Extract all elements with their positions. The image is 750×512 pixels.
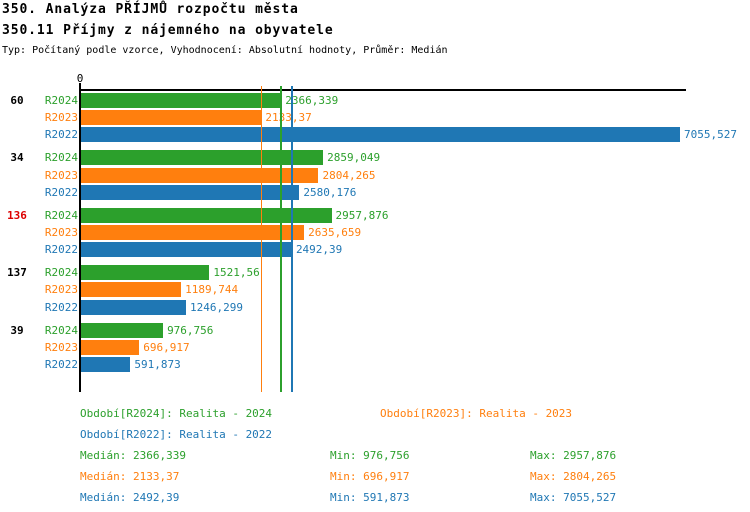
- series-label: R2024: [44, 266, 78, 280]
- group-label: 60: [10, 94, 24, 107]
- series-label: R2024: [44, 323, 78, 337]
- series-label: R2022: [44, 185, 78, 199]
- bar-value-label: 976,756: [167, 323, 214, 337]
- series-label: R2024: [44, 208, 78, 222]
- bar: [81, 150, 324, 166]
- series-label: R2022: [44, 358, 78, 371]
- bar: [81, 127, 680, 143]
- bar: [81, 207, 332, 223]
- stat-max-r2022: Max: 7055,527: [530, 491, 617, 504]
- group-label: 34: [10, 151, 24, 165]
- bar: [81, 184, 300, 200]
- series-label: R2023: [44, 283, 78, 297]
- bar-value-label: 2859,049: [327, 151, 381, 165]
- x-axis-line: [79, 89, 686, 91]
- median-line-r2022: [291, 86, 293, 392]
- bar-value-label: 1189,744: [185, 283, 239, 297]
- stat-median-r2022: Medián: 2492,39: [80, 491, 180, 504]
- bar-value-label: 591,873: [134, 358, 181, 371]
- legend-item-r2023: Období[R2023]: Realita - 2023: [380, 407, 573, 420]
- bar-value-label: 1246,299: [189, 300, 243, 314]
- bar: [81, 167, 319, 183]
- median-line-r2023: [260, 86, 263, 392]
- series-label: R2023: [44, 111, 78, 125]
- series-label: R2022: [44, 128, 78, 142]
- series-label: R2024: [44, 151, 78, 165]
- legend-item-r2024: Období[R2024]: Realita - 2024: [80, 407, 273, 420]
- bar: [81, 299, 186, 315]
- bar: [81, 93, 282, 108]
- bar-value-label: 2366,339: [285, 94, 339, 107]
- legend-item-r2022: Období[R2022]: Realita - 2022: [80, 428, 273, 441]
- series-label: R2023: [44, 168, 78, 182]
- bar: [81, 110, 262, 126]
- group-label: 137: [7, 266, 27, 280]
- bar-value-label: 2804,265: [322, 168, 376, 182]
- bar-value-label: 2635,659: [308, 226, 362, 239]
- bar-value-label: 1521,56: [213, 266, 260, 280]
- series-label: R2023: [44, 226, 78, 239]
- stat-median-r2024: Medián: 2366,339: [80, 449, 186, 462]
- series-label: R2024: [44, 94, 78, 107]
- bar-value-label: 7055,527: [684, 128, 737, 142]
- bar: [81, 242, 292, 258]
- page-subtitle: 350.11 Příjmy z nájemného na obyvatele: [2, 23, 334, 38]
- axis-zero-label: 0: [76, 72, 84, 85]
- bar-value-label: 696,917: [143, 340, 190, 354]
- page-title: 350. Analýza PŘÍJMŮ rozpočtu města: [2, 2, 299, 17]
- bar-value-label: 2133,37: [265, 111, 312, 125]
- median-line-r2024: [280, 86, 282, 392]
- bar-value-label: 2957,876: [335, 208, 389, 222]
- stat-min-r2022: Min: 591,873: [330, 491, 410, 504]
- bar: [81, 282, 182, 298]
- meta-line: Typ: Počítaný podle vzorce, Vyhodnocení:…: [2, 45, 448, 56]
- series-label: R2022: [44, 300, 78, 314]
- bar: [81, 357, 131, 372]
- stat-min-r2023: Min: 696,917: [330, 470, 410, 483]
- stat-median-r2023: Medián: 2133,37: [80, 470, 180, 483]
- group-label: 39: [10, 323, 24, 337]
- bar: [81, 225, 305, 240]
- bar: [81, 265, 210, 281]
- bar: [81, 339, 140, 355]
- series-label: R2022: [44, 243, 78, 257]
- group-label: 136: [7, 208, 27, 222]
- bar-value-label: 2580,176: [303, 185, 357, 199]
- series-label: R2023: [44, 340, 78, 354]
- bar-value-label: 2492,39: [295, 243, 343, 257]
- stat-max-r2023: Max: 2804,265: [530, 470, 617, 483]
- stat-min-r2024: Min: 976,756: [330, 449, 410, 462]
- bar: [81, 322, 164, 338]
- y-axis-line: [79, 83, 81, 392]
- stat-max-r2024: Max: 2957,876: [530, 449, 617, 462]
